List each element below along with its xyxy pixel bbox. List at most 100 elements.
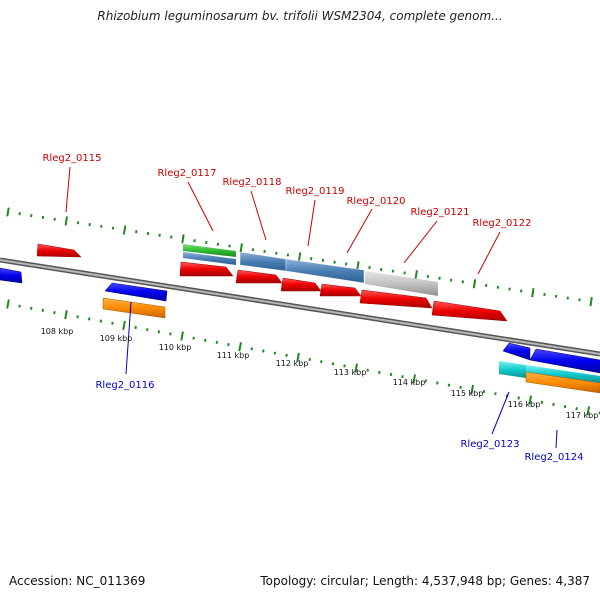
gene-label-rleg2-0116[interactable]: Rleg2_0116 xyxy=(95,380,154,391)
minor-tick xyxy=(76,315,79,319)
major-tick xyxy=(472,279,477,289)
major-tick xyxy=(296,352,300,362)
minor-tick xyxy=(563,405,567,409)
label-leader xyxy=(250,190,267,241)
label-leader xyxy=(187,181,214,232)
gene-bar-rleg2-0124[interactable] xyxy=(525,371,600,394)
inner-tick-ring xyxy=(6,299,600,416)
minor-tick xyxy=(215,340,219,344)
major-tick xyxy=(470,384,474,395)
reverse-gene-labels: Rleg2_0116 Rleg2_0123 Rleg2_0124 xyxy=(95,301,584,463)
minor-tick xyxy=(53,217,56,221)
gene-label-rleg2-0123[interactable]: Rleg2_0123 xyxy=(460,439,519,450)
minor-tick xyxy=(146,231,150,236)
minor-tick xyxy=(192,336,195,340)
label-leader xyxy=(555,429,558,449)
major-tick xyxy=(531,288,535,298)
major-tick xyxy=(354,363,358,373)
cds-feature-rleg2-0117[interactable] xyxy=(179,261,234,277)
gene-label-rleg2-0121[interactable]: Rleg2_0121 xyxy=(410,207,469,218)
cds-feature-rleg2-0121[interactable] xyxy=(359,289,433,309)
minor-tick xyxy=(496,285,500,289)
major-tick xyxy=(297,252,302,262)
minor-tick xyxy=(461,280,465,284)
gene-bar-rleg2-0119[interactable] xyxy=(285,258,365,284)
label-leader xyxy=(307,199,316,247)
cds-feature-rleg2-0115[interactable] xyxy=(36,243,82,258)
gene-bar-rleg2-0120[interactable] xyxy=(365,271,438,296)
minor-tick xyxy=(41,308,45,312)
gene-label-rleg2-0115[interactable]: Rleg2_0115 xyxy=(42,153,101,164)
gene-bar-rleg2-0116[interactable] xyxy=(102,297,166,319)
minor-tick xyxy=(88,223,91,227)
minor-tick xyxy=(146,328,149,332)
minor-tick xyxy=(554,294,558,298)
minor-tick xyxy=(310,257,313,261)
accession-label: Accession: NC_011369 xyxy=(9,574,146,588)
minor-tick xyxy=(250,347,253,351)
minor-tick xyxy=(285,353,288,357)
outer-tick-ring xyxy=(6,207,593,307)
scale-label: 108 kbp xyxy=(41,327,74,336)
gene-label-rleg2-0117[interactable]: Rleg2_0117 xyxy=(157,168,216,179)
label-leader xyxy=(477,231,501,275)
scale-label: 111 kbp xyxy=(217,351,250,360)
major-tick xyxy=(589,297,593,307)
cds-feature-rleg2-0123[interactable] xyxy=(502,342,531,361)
mrna-bar-rleg2-0117[interactable] xyxy=(183,252,236,265)
major-tick xyxy=(238,342,242,352)
scale-label: 113 kbp xyxy=(334,368,367,377)
minor-tick xyxy=(459,385,462,389)
minor-tick xyxy=(53,311,56,315)
minor-tick xyxy=(368,266,371,270)
minor-tick xyxy=(169,332,172,336)
cds-feature-rleg2-0116[interactable] xyxy=(104,282,168,302)
gene-bar-rleg2-0123-ext[interactable] xyxy=(526,365,600,383)
cds-feature-rleg2-0118[interactable] xyxy=(235,269,283,284)
cds-feature-rleg2-0120[interactable] xyxy=(319,283,362,297)
major-tick xyxy=(356,261,360,271)
gene-label-rleg2-0124[interactable]: Rleg2_0124 xyxy=(524,452,583,463)
cds-feature-rleg2-0119[interactable] xyxy=(280,277,322,292)
minor-tick xyxy=(262,349,265,353)
minor-tick xyxy=(18,304,21,308)
major-tick xyxy=(122,320,126,330)
major-tick xyxy=(586,406,591,416)
minor-tick xyxy=(308,358,311,362)
minor-tick xyxy=(540,400,544,404)
minor-tick xyxy=(552,402,555,406)
label-leader xyxy=(491,391,510,435)
gene-label-rleg2-0119[interactable]: Rleg2_0119 xyxy=(285,186,344,197)
major-tick xyxy=(412,374,416,384)
scale-label: 116 kbp xyxy=(508,400,541,409)
gene-label-rleg2-0122[interactable]: Rleg2_0122 xyxy=(472,218,531,229)
major-tick xyxy=(414,270,418,280)
minor-tick xyxy=(447,383,451,387)
major-tick xyxy=(180,331,184,341)
gene-bar-rleg2-0118[interactable] xyxy=(239,251,287,272)
minor-tick xyxy=(30,306,33,310)
cds-feature-left-edge[interactable] xyxy=(0,267,23,284)
minor-tick xyxy=(273,351,277,355)
minor-tick xyxy=(331,362,335,366)
gene-label-rleg2-0120[interactable]: Rleg2_0120 xyxy=(346,196,405,207)
cds-feature-rleg2-0124[interactable] xyxy=(529,348,600,374)
minor-tick xyxy=(389,372,393,377)
cds-feature-rleg2-0122[interactable] xyxy=(431,300,508,322)
minor-tick xyxy=(157,330,161,334)
label-leader xyxy=(403,220,438,264)
minor-tick xyxy=(575,407,578,411)
major-tick xyxy=(239,243,243,253)
minor-tick xyxy=(424,379,427,383)
gene-label-rleg2-0118[interactable]: Rleg2_0118 xyxy=(222,177,281,188)
gene-bar-rleg2-0117[interactable] xyxy=(183,244,236,257)
forward-gene-labels: Rleg2_0115 Rleg2_0117 Rleg2_0118 Rleg2_0… xyxy=(42,153,532,275)
label-leader xyxy=(65,166,71,213)
scale-label: 112 kbp xyxy=(276,359,309,368)
scale-label: 109 kbp xyxy=(100,334,133,343)
scale-label: 117 kbp xyxy=(566,411,599,420)
gene-bar-rleg2-0123[interactable] xyxy=(499,361,526,378)
map-title: Rhizobium leguminosarum bv. trifolii WSM… xyxy=(97,9,503,23)
major-tick xyxy=(64,216,68,226)
label-leader xyxy=(125,301,132,375)
